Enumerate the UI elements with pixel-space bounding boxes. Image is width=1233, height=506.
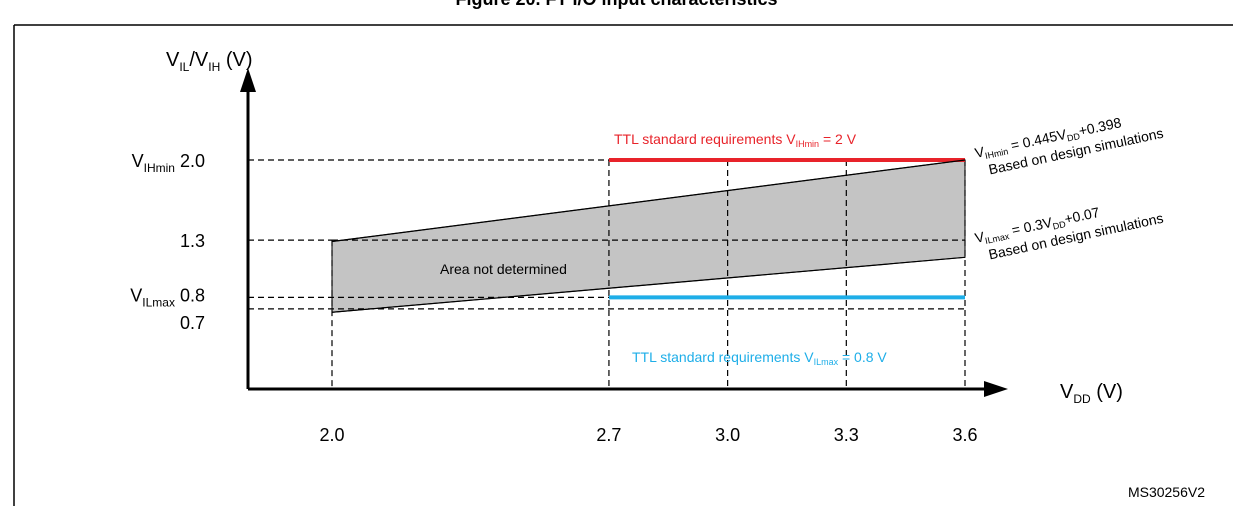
page-title: Figure 20. FT I/O input characteristics	[0, 0, 1233, 10]
x-tick-labels: 2.0 2.7 3.0 3.3 3.6	[319, 425, 977, 445]
y-axis-label-sub1: IL	[179, 60, 189, 74]
y-tick-label: 0.7	[180, 313, 205, 333]
y-axis-arrow	[240, 68, 256, 92]
vil-formula-label: VILmax = 0.3VDD+0.07 Based on design sim…	[973, 204, 1164, 263]
ttl-low-label-tail: = 0.8 V	[838, 349, 887, 365]
area-label: Area not determined	[440, 261, 567, 277]
x-axis-arrow	[984, 381, 1008, 397]
vih-min-line	[331, 159, 966, 243]
x-axis-label-sub: DD	[1073, 392, 1091, 406]
ttl-low-label-sub: ILmax	[814, 357, 839, 367]
y-axis-label-sub2: IH	[208, 60, 220, 74]
y-axis-label-unit: (V)	[220, 49, 252, 71]
y-tick-label: 1.3	[180, 231, 205, 251]
vih-formula-label: VIHmin = 0.445VDD+0.398 Based on design …	[973, 114, 1164, 177]
ttl-high-label: TTL standard requirements VIHmin = 2 V	[614, 131, 857, 149]
x-tick-label: 2.0	[319, 425, 344, 445]
x-tick-label: 2.7	[596, 425, 621, 445]
y-tick-label: VIHmin 2.0	[132, 151, 205, 175]
y-axis-label-sep: /V	[189, 49, 209, 71]
y-tick-label: VILmax 0.8	[130, 285, 205, 309]
ms-code: MS30256V2	[1128, 484, 1205, 500]
x-axis-label-main: V	[1060, 381, 1074, 403]
x-axis-label: VDD (V)	[1060, 381, 1123, 406]
x-tick-label: 3.6	[952, 425, 977, 445]
x-axis-label-unit: (V)	[1091, 381, 1123, 403]
vih-formula-sub: IHmin	[984, 146, 1009, 161]
y-axis-label-main: V	[166, 49, 180, 71]
vih-formula-sub2: DD	[1066, 131, 1081, 144]
y-axis-label: VIL/VIH (V)	[166, 49, 252, 74]
vil-formula-tail: +0.07	[1063, 204, 1101, 227]
vil-formula-main: V	[973, 228, 986, 246]
vil-max-line	[331, 256, 966, 313]
vil-formula-sub2: DD	[1052, 219, 1067, 232]
x-tick-label: 3.3	[834, 425, 859, 445]
ttl-high-label-tail: = 2 V	[819, 131, 857, 147]
guide-lines	[248, 159, 966, 389]
vih-formula-main: V	[973, 143, 986, 161]
ttl-low-label-text: TTL standard requirements V	[632, 349, 814, 365]
ttl-high-label-sub: IHmin	[796, 139, 820, 149]
x-tick-label: 3.0	[715, 425, 740, 445]
area-not-determined-region	[331, 159, 966, 313]
ttl-high-label-text: TTL standard requirements V	[614, 131, 796, 147]
y-tick-labels: VIHmin 2.0 1.3 VILmax 0.8 0.7	[130, 151, 205, 333]
ttl-low-label: TTL standard requirements VILmax = 0.8 V	[632, 349, 887, 367]
